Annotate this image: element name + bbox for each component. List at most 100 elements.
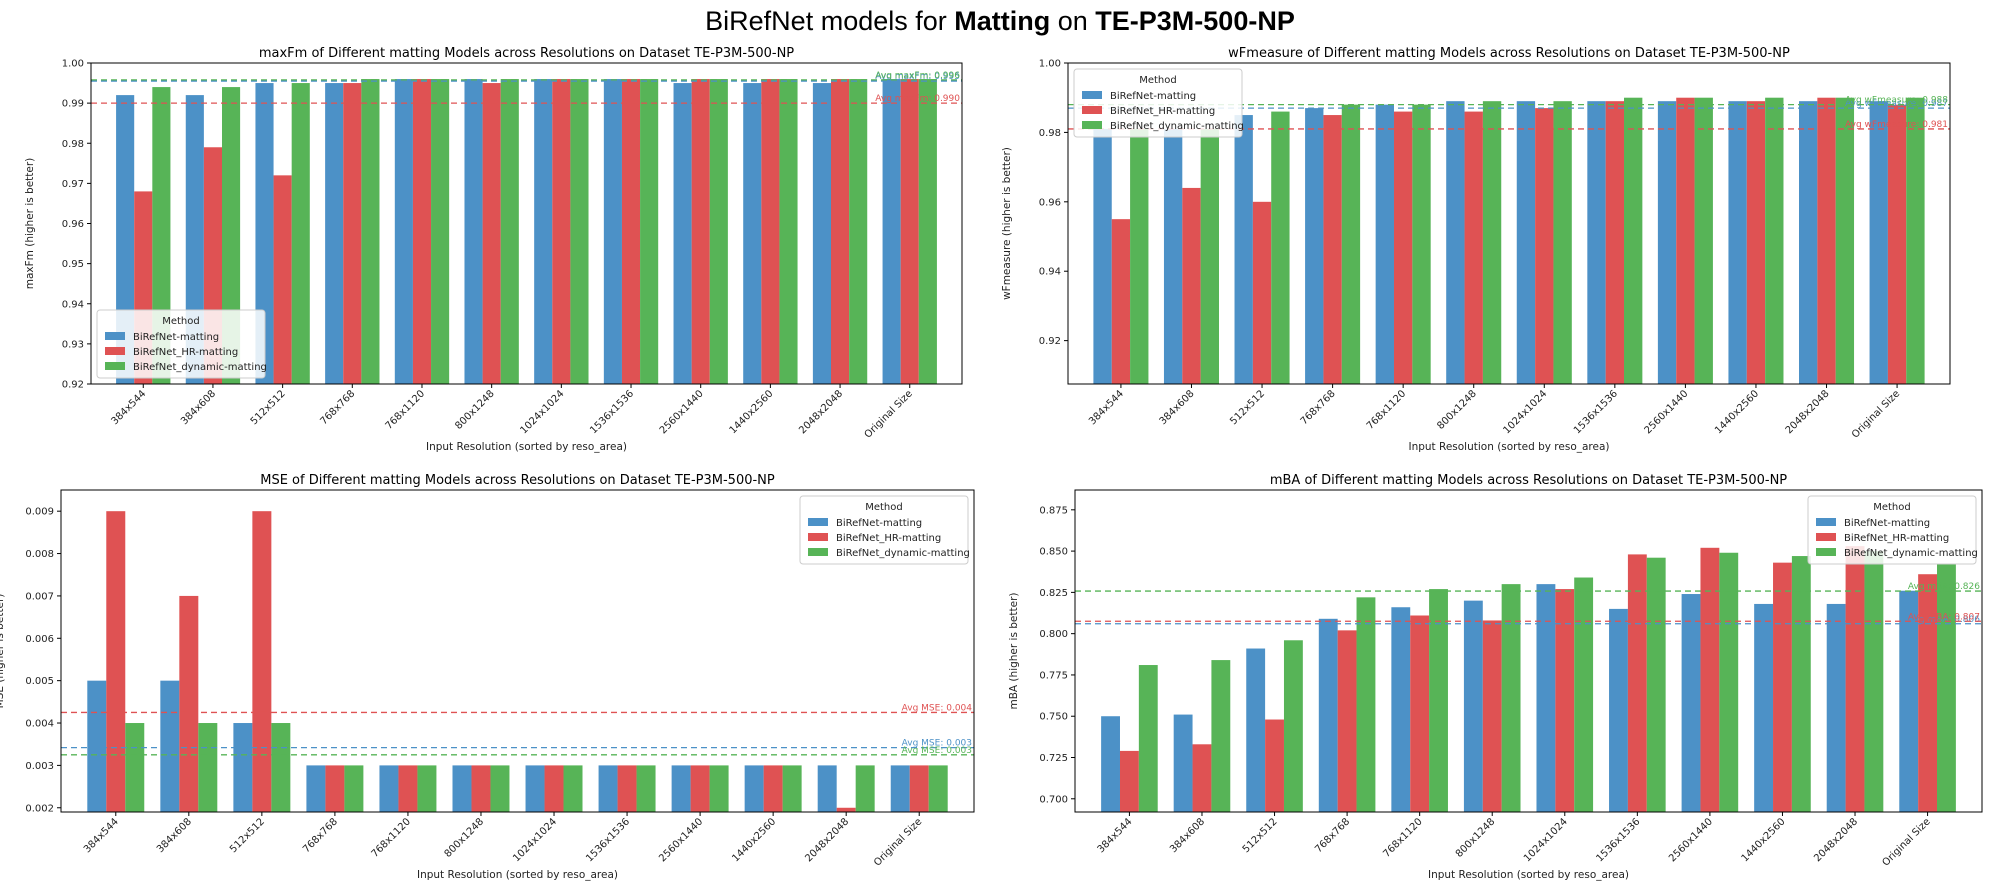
mse-bar xyxy=(836,807,856,812)
maxfm-ylabel: maxFm (higher is better) xyxy=(24,158,36,290)
mba-legend-swatch xyxy=(1816,548,1836,556)
mba-bar xyxy=(1463,600,1483,812)
mba-bar xyxy=(1119,750,1139,812)
mse-bar xyxy=(452,765,472,812)
wfmeasure-bar xyxy=(1694,97,1713,384)
maxfm-bar xyxy=(361,79,380,384)
mse-legend-title: Method xyxy=(865,502,903,513)
mba-bar xyxy=(1899,590,1919,812)
wfmeasure-bar xyxy=(1482,101,1502,384)
maxfm-legend-swatch xyxy=(105,332,125,340)
wfmeasure-bar xyxy=(1234,115,1253,384)
maxfm-bar xyxy=(831,79,850,384)
maxfm-legend: Method BiRefNet-matting BiRefNet_HR-mattin… xyxy=(96,309,267,379)
mba-xtick-label: 2560x1440 xyxy=(1667,816,1715,864)
mse-ytick-label: 0.007 xyxy=(25,591,54,602)
mse-legend-swatch xyxy=(808,548,828,556)
maxfm-legend-label: BiRefNet_dynamic-matting xyxy=(133,362,267,373)
mba-bar xyxy=(1719,552,1739,812)
wfmeasure-bar xyxy=(1130,128,1149,384)
mba-avg-label: Avg mBA: 0.826 xyxy=(1908,582,1980,592)
mse-legend-box xyxy=(799,495,969,565)
wfmeasure-ylabel: wFmeasure (higher is better) xyxy=(1001,147,1013,300)
wfmeasure-bar xyxy=(1746,101,1766,384)
wfmeasure-legend-box xyxy=(1073,68,1243,138)
mse-bar xyxy=(125,723,145,812)
mse-avg-label: Avg MSE: 0.004 xyxy=(902,703,973,713)
mba-avg-label: Avg mBA: 0.806 xyxy=(1908,615,1980,625)
page-title-mid: on xyxy=(1050,6,1096,36)
mse-bars xyxy=(87,511,948,812)
mse-bar xyxy=(271,723,291,812)
wfmeasure-bar xyxy=(1906,97,1925,384)
wfmeasure-legend: Method BiRefNet-matting BiRefNet_HR-mattin… xyxy=(1073,68,1244,138)
mba-xtick-label: 768x1120 xyxy=(1381,816,1424,859)
mse-xlabel: Input Resolution (sorted by reso_area) xyxy=(417,869,618,881)
mse-bar xyxy=(87,680,107,812)
maxfm-legend-box xyxy=(96,309,266,379)
mse-bar xyxy=(160,680,180,812)
maxfm-title: maxFm of Different matting Models across… xyxy=(259,46,794,61)
maxfm-bar xyxy=(918,79,937,384)
mba-legend-label: BiRefNet-matting xyxy=(1844,518,1930,529)
mse-legend: Method BiRefNet-matting BiRefNet_HR-mattin… xyxy=(799,495,970,565)
wfmeasure-bar xyxy=(1817,97,1836,384)
mba-bar xyxy=(1700,547,1720,812)
wfmeasure-plot-frame xyxy=(1067,62,1951,385)
wfmeasure-bar xyxy=(1252,201,1272,384)
wfmeasure-bar xyxy=(1657,101,1677,384)
page-title-bold-dataset: TE-P3M-500-NP xyxy=(1095,6,1295,36)
maxfm-bars xyxy=(116,79,937,384)
mba-xtick-label: 800x1248 xyxy=(1454,816,1497,859)
mba-xtick-label: 512x512 xyxy=(1241,816,1280,855)
mba-bar xyxy=(1246,648,1266,812)
mse-bar xyxy=(344,765,364,812)
wfmeasure-avg-label: Avg wFmeasure: 0.987 xyxy=(1845,99,1948,109)
maxfm-xlabel: Input Resolution (sorted by reso_area) xyxy=(426,441,627,453)
mba-bar xyxy=(1192,744,1212,812)
mse-bar xyxy=(233,723,253,812)
mse-bar xyxy=(544,765,564,812)
mse-bar xyxy=(598,765,618,812)
mse-bar xyxy=(744,765,764,812)
maxfm-bar xyxy=(431,79,450,384)
wfmeasure-avg-label: Avg wFmeasure: 0.981 xyxy=(1845,120,1948,130)
mba-ytick-label: 0.725 xyxy=(1039,753,1068,764)
wfmeasure-bar xyxy=(1799,101,1818,384)
mse-title: MSE of Different matting Models across R… xyxy=(260,473,775,488)
mse-bar xyxy=(179,595,199,812)
mse-bar xyxy=(252,511,272,812)
mse-bar xyxy=(763,765,783,812)
wfmeasure-ytick-label: 0.94 xyxy=(1039,267,1061,278)
maxfm-bar xyxy=(849,79,868,384)
wfmeasure-title: wFmeasure of Different matting Models ac… xyxy=(1228,46,1790,61)
mse-bar xyxy=(709,765,729,812)
mba-ytick-label: 0.800 xyxy=(1039,629,1068,640)
mba-xtick-label: 768x768 xyxy=(1313,816,1352,855)
wfmeasure-bar xyxy=(1587,101,1606,384)
wfmeasure-bar xyxy=(1516,101,1536,384)
maxfm-bar xyxy=(412,79,432,384)
maxfm-bar xyxy=(464,79,483,384)
mba-xtick-label: 384x608 xyxy=(1168,816,1207,855)
mse-ylabel: MSE (higher is better) xyxy=(0,594,6,709)
mba-bar xyxy=(1211,660,1231,812)
mse-bar xyxy=(617,765,637,812)
mba-ytick-label: 0.875 xyxy=(1039,505,1068,516)
mse-bar xyxy=(106,511,126,812)
mse-legend-swatch xyxy=(808,518,828,526)
maxfm-legend-label: BiRefNet_HR-matting xyxy=(133,347,238,358)
mse-bar xyxy=(890,765,910,812)
mba-legend-swatch xyxy=(1816,518,1836,526)
mba-bar xyxy=(1265,719,1284,812)
mba-bar xyxy=(1609,608,1628,812)
wfmeasure-bar xyxy=(1200,128,1219,384)
mse-bar xyxy=(855,765,875,812)
mse-legend-label: BiRefNet_HR-matting xyxy=(836,533,941,544)
mba-ytick-label: 0.850 xyxy=(1039,547,1068,558)
maxfm-bar xyxy=(882,79,901,384)
mba-bar xyxy=(1337,630,1357,812)
maxfm-bar xyxy=(273,175,292,384)
page-title: BiRefNet models for Matting on TE-P3M-50… xyxy=(0,6,2000,37)
